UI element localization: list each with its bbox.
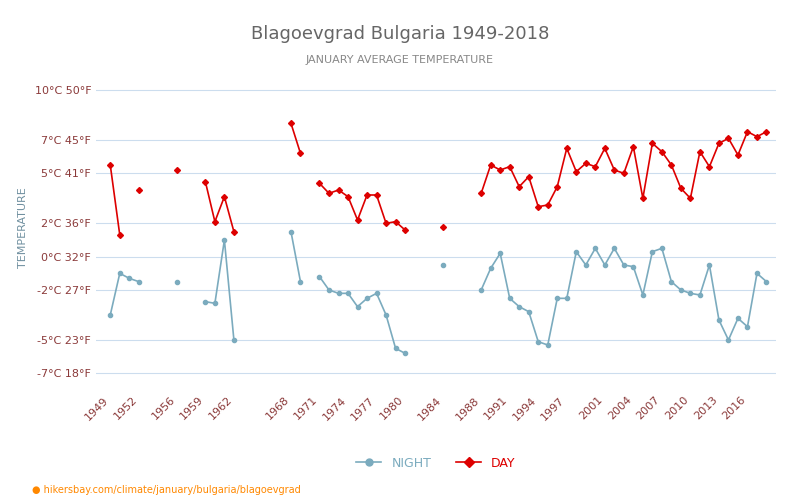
Legend: NIGHT, DAY: NIGHT, DAY [351, 452, 521, 475]
Text: ● hikersbay.com/climate/january/bulgaria/blagoevgrad: ● hikersbay.com/climate/january/bulgaria… [32, 485, 301, 495]
Y-axis label: TEMPERATURE: TEMPERATURE [18, 187, 27, 268]
Text: JANUARY AVERAGE TEMPERATURE: JANUARY AVERAGE TEMPERATURE [306, 55, 494, 65]
Text: Blagoevgrad Bulgaria 1949-2018: Blagoevgrad Bulgaria 1949-2018 [251, 25, 549, 43]
